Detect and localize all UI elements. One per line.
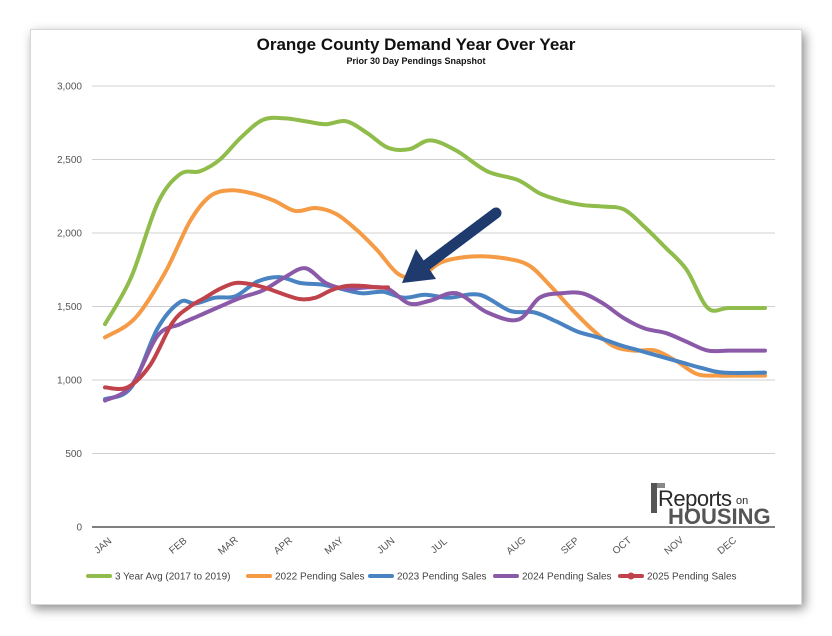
x-tick-label: JUL: [429, 536, 450, 556]
arrow-head-icon: [402, 249, 436, 283]
reports-on-housing-logo: Reports on HOUSING: [651, 483, 771, 529]
y-tick-label: 2,500: [57, 155, 82, 166]
x-tick-label: JAN: [93, 536, 115, 557]
x-tick-label: APR: [272, 535, 295, 557]
legend-label: 2025 Pending Sales: [647, 572, 737, 583]
x-tick-label: AUG: [505, 535, 529, 557]
annotation-arrow: [402, 207, 502, 283]
series-line-1: [103, 115, 767, 327]
logo-bar-icon: [651, 483, 657, 513]
y-axis-ticks: 0 500 1,000 1,500 2,000 2,500 3,000: [57, 82, 82, 534]
y-tick-label: 1,000: [57, 376, 82, 387]
legend-label: 2022 Pending Sales: [275, 572, 365, 583]
x-tick-label: DEC: [716, 535, 739, 557]
legend-label: 2024 Pending Sales: [522, 572, 612, 583]
y-tick-label: 500: [65, 449, 82, 460]
series-line-2: [103, 188, 767, 378]
legend-label: 2023 Pending Sales: [397, 572, 487, 583]
x-tick-label: NOV: [663, 535, 687, 558]
x-axis-ticks: JAN FEB MAR APR MAY JUN JUL AUG SEP OCT NOV DEC: [93, 535, 739, 558]
logo-on-text: on: [736, 495, 748, 507]
series-line-3: [103, 275, 767, 402]
x-tick-label: MAR: [216, 535, 240, 558]
y-tick-label: 0: [76, 523, 82, 534]
gridlines: [92, 85, 775, 528]
x-tick-label: JUN: [375, 536, 397, 557]
series-line-5: [103, 280, 390, 391]
y-tick-label: 1,500: [57, 302, 82, 313]
arrow-shaft: [414, 207, 502, 276]
y-tick-label: 2,000: [57, 229, 82, 240]
x-tick-label: OCT: [611, 535, 634, 557]
logo-bar-icon: [657, 483, 665, 488]
x-tick-label: FEB: [167, 535, 189, 556]
legend-marker: [627, 572, 635, 580]
legend-label: 3 Year Avg (2017 to 2019): [115, 572, 230, 583]
y-tick-label: 3,000: [57, 82, 82, 93]
logo-housing-text: HOUSING: [668, 504, 771, 529]
chart-title: Orange County Demand Year Over Year: [256, 35, 576, 54]
series-line-4: [103, 266, 767, 403]
chart-subtitle: Prior 30 Day Pendings Snapshot: [346, 56, 486, 66]
x-tick-label: MAY: [323, 535, 346, 557]
chart-frame: [30, 29, 802, 605]
logo-reports-text: Reports: [658, 486, 732, 511]
legend: 3 Year Avg (2017 to 2019) 2022 Pending Sa…: [86, 572, 737, 583]
x-tick-label: SEP: [559, 535, 582, 557]
